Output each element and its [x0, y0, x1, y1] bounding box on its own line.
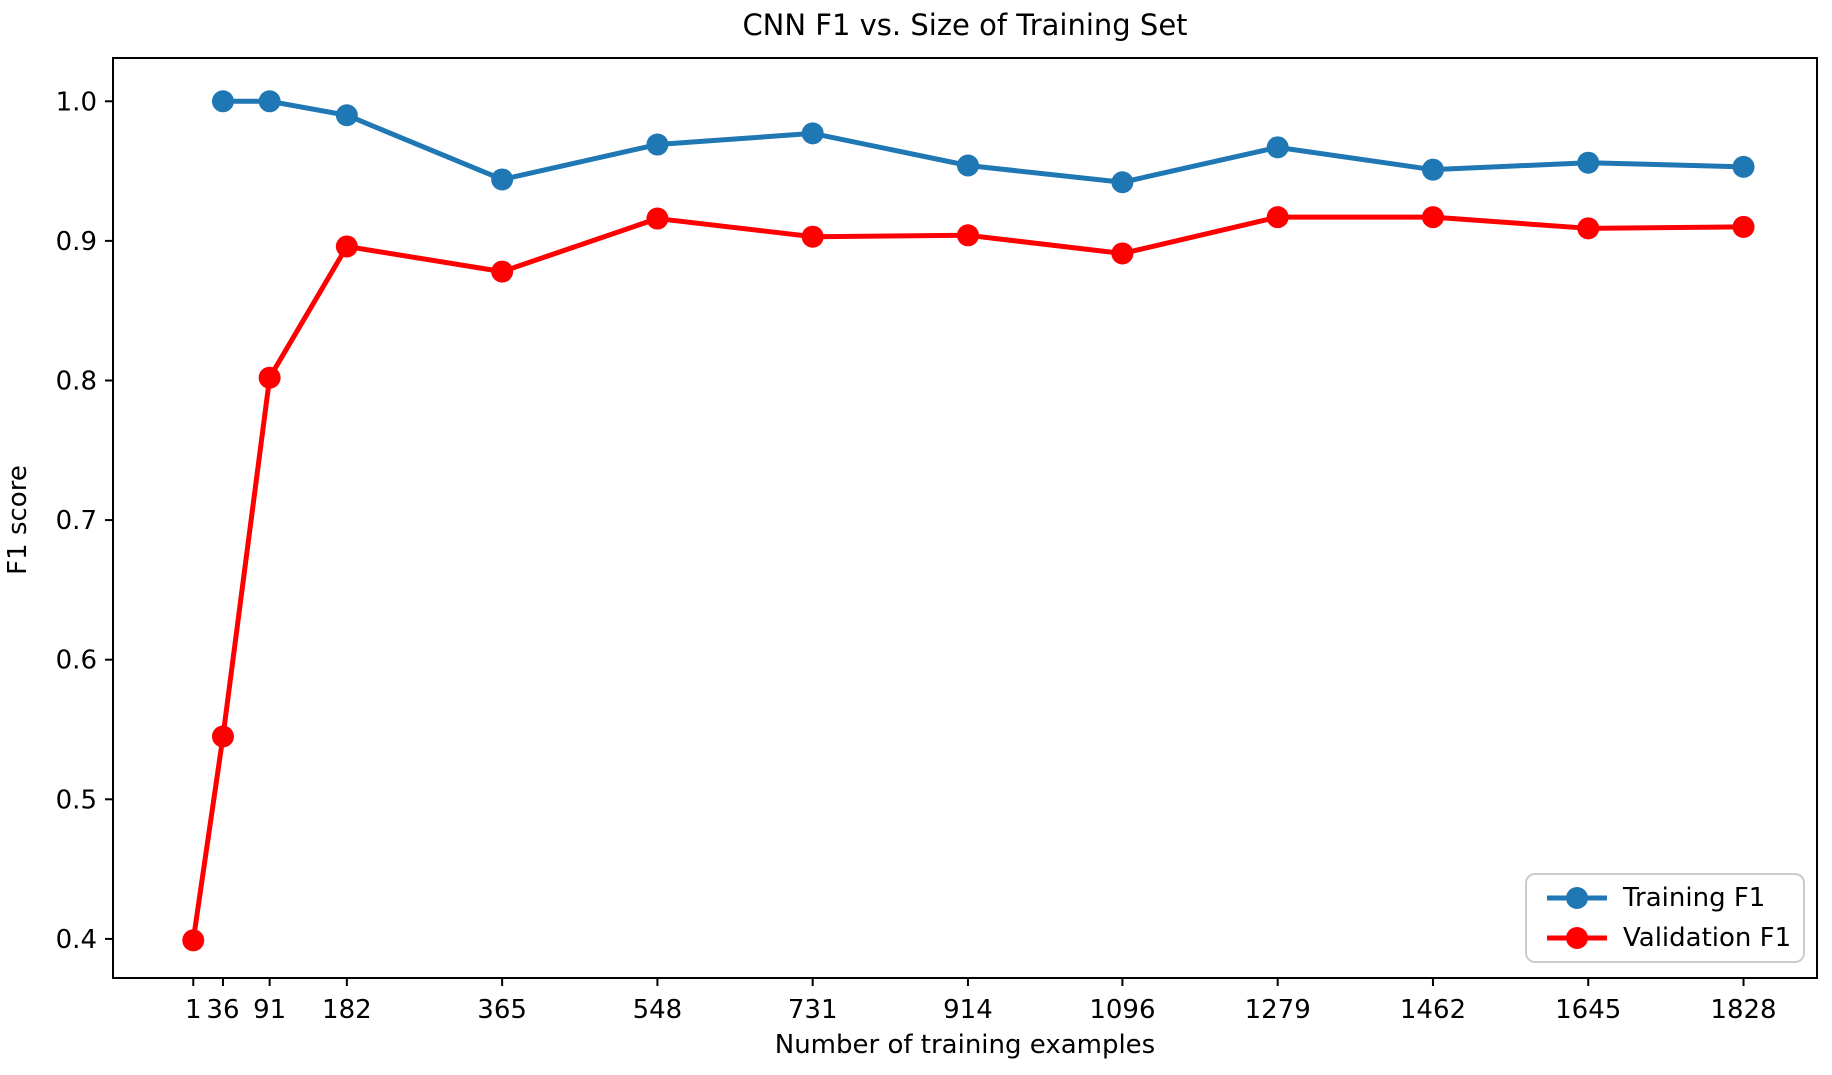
data-point: [182, 929, 205, 952]
data-point: [801, 122, 824, 145]
legend-item-training: Training F1: [1545, 880, 1803, 916]
data-point: [335, 235, 358, 258]
data-point: [211, 90, 234, 113]
data-point: [956, 224, 979, 247]
data-point: [1421, 206, 1444, 229]
x-tick-label: 1645: [1555, 995, 1621, 1025]
data-point: [1732, 215, 1755, 238]
data-point: [956, 154, 979, 177]
series-line: [222, 98, 1744, 185]
data-point: [1732, 155, 1755, 178]
x-tick-label: 1279: [1245, 995, 1311, 1025]
data-point: [335, 104, 358, 127]
x-tick-label: 1096: [1089, 995, 1155, 1025]
data-point: [801, 225, 824, 248]
legend: Training F1 Validation F1: [1525, 873, 1805, 963]
x-tick-label: 1: [185, 995, 202, 1025]
training-line-marker-icon: [1547, 887, 1607, 909]
data-point: [258, 90, 281, 113]
x-tick-label: 1828: [1710, 995, 1776, 1025]
x-tick-label: 731: [788, 995, 838, 1025]
x-tick-label: 1462: [1400, 995, 1466, 1025]
plot-frame: [112, 57, 1818, 979]
data-point: [211, 725, 234, 748]
validation-line-marker-icon: [1547, 927, 1607, 949]
y-tick-label: 0.5: [56, 785, 97, 815]
data-point: [1266, 136, 1289, 159]
data-point: [646, 133, 669, 156]
y-tick-label: 0.8: [56, 366, 97, 396]
y-axis-label: F1 score: [3, 465, 33, 575]
data-point: [258, 366, 281, 389]
y-tick-label: 0.4: [56, 925, 97, 955]
y-tick-label: 1.0: [56, 87, 97, 117]
data-point: [491, 168, 514, 191]
y-tick-label: 0.9: [56, 227, 97, 257]
data-point: [491, 260, 514, 283]
y-tick-label: 0.7: [56, 506, 97, 536]
data-point: [1266, 206, 1289, 229]
chart-title: CNN F1 vs. Size of Training Set: [742, 8, 1188, 42]
legend-label-validation: Validation F1: [1623, 923, 1792, 953]
x-tick-label: 182: [322, 995, 372, 1025]
x-tick-label: 91: [253, 995, 286, 1025]
y-tick-label: 0.6: [56, 646, 97, 676]
legend-item-validation: Validation F1: [1545, 920, 1803, 956]
x-tick-label: 365: [477, 995, 527, 1025]
x-tick-label: 548: [633, 995, 683, 1025]
data-point: [1577, 151, 1600, 174]
x-tick-label: 36: [206, 995, 239, 1025]
legend-label-training: Training F1: [1623, 883, 1766, 913]
data-point: [1421, 158, 1444, 181]
series-line: [190, 214, 1744, 941]
x-tick-label: 914: [943, 995, 993, 1025]
data-point: [646, 207, 669, 230]
x-axis-label: Number of training examples: [774, 1030, 1156, 1060]
data-point: [1111, 171, 1134, 194]
data-point: [1111, 242, 1134, 265]
data-point: [1577, 217, 1600, 240]
